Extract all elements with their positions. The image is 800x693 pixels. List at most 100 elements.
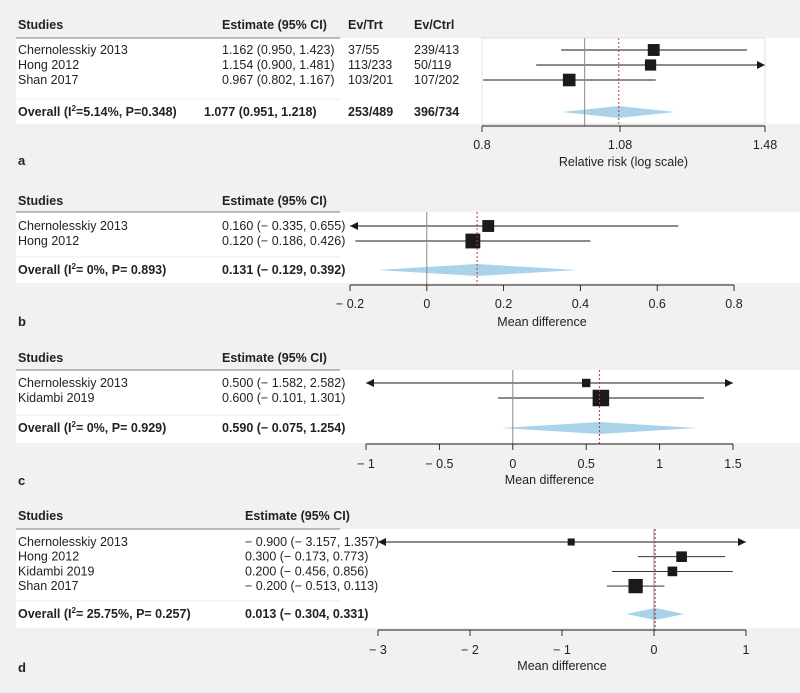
x-tick-label: − 2 <box>461 643 479 657</box>
forest-panel-b: Studies Estimate (95% CI) Chernolesskiy 20… <box>16 194 800 329</box>
x-tick-label: 0 <box>651 643 658 657</box>
x-tick-label: 1 <box>743 643 750 657</box>
overall-label: Overall (I2=5.14%, P=0.348) <box>18 104 177 119</box>
study-estimate: 0.967 (0.802, 1.167) <box>222 73 335 87</box>
overall-label: Overall (I2= 0%, P= 0.929) <box>18 420 166 435</box>
forest-plot-panels: Studies Estimate (95% CI) Ev/Trt Ev/Ctrl Che… <box>16 18 800 675</box>
forest-panel-a: Studies Estimate (95% CI) Ev/Trt Ev/Ctrl Che… <box>16 18 800 169</box>
x-tick-label: − 0.2 <box>336 297 364 311</box>
study-estimate: 0.200 (− 0.456, 0.856) <box>245 564 368 578</box>
x-axis-label: Mean difference <box>505 473 594 487</box>
overall-events: 253/489 <box>348 105 393 119</box>
x-axis-label: Mean difference <box>517 659 606 673</box>
ci-arrow-left <box>378 538 386 546</box>
study-name: Chernolesskiy 2013 <box>18 535 128 549</box>
column-header: Studies <box>18 18 63 32</box>
ci-arrow-right <box>738 538 746 546</box>
study-point <box>647 44 660 56</box>
study-events: 107/202 <box>414 73 459 87</box>
study-name: Hong 2012 <box>18 550 79 564</box>
study-point <box>676 551 687 563</box>
study-events: 103/201 <box>348 73 393 87</box>
study-point <box>562 73 576 87</box>
study-point <box>592 389 610 407</box>
study-name: Shan 2017 <box>18 579 79 593</box>
study-name: Chernolesskiy 2013 <box>18 43 128 57</box>
x-tick-label: 0 <box>423 297 430 311</box>
column-header: Estimate (95% CI) <box>222 194 327 208</box>
column-header: Studies <box>18 509 63 523</box>
x-axis-label: Relative risk (log scale) <box>559 155 688 169</box>
overall-label: Overall (I2= 25.75%, P= 0.257) <box>18 606 191 621</box>
study-name: Chernolesskiy 2013 <box>18 376 128 390</box>
x-tick-label: − 1 <box>357 457 375 471</box>
x-tick-label: 0.5 <box>578 457 595 471</box>
panel-band <box>16 38 800 124</box>
study-events: 113/233 <box>348 58 392 72</box>
panel-band <box>16 370 800 443</box>
study-events: 37/55 <box>348 43 379 57</box>
study-point <box>465 233 481 249</box>
x-tick-label: − 1 <box>553 643 571 657</box>
overall-estimate: 0.131 (− 0.129, 0.392) <box>222 263 345 277</box>
ci-arrow-left <box>350 222 358 230</box>
x-tick-label: 0.8 <box>473 138 490 152</box>
study-estimate: 0.120 (− 0.186, 0.426) <box>222 234 345 248</box>
forest-panel-c: Studies Estimate (95% CI) Chernolesskiy 20… <box>16 351 800 488</box>
column-header: Estimate (95% CI) <box>245 509 350 523</box>
overall-estimate: 1.077 (0.951, 1.218) <box>204 105 317 119</box>
x-tick-label: 0.8 <box>725 297 742 311</box>
study-name: Kidambi 2019 <box>18 391 94 405</box>
study-point <box>628 578 643 594</box>
study-estimate: − 0.200 (− 0.513, 0.113) <box>245 579 378 593</box>
study-estimate: − 0.900 (− 3.157, 1.357) <box>245 535 379 549</box>
study-estimate: 1.154 (0.900, 1.481) <box>222 58 335 72</box>
ci-arrow-left <box>366 379 374 387</box>
x-tick-label: − 3 <box>369 643 387 657</box>
study-point <box>582 378 591 388</box>
column-header: Estimate (95% CI) <box>222 351 327 365</box>
x-tick-label: 0.2 <box>495 297 512 311</box>
x-tick-label: 0.4 <box>572 297 589 311</box>
x-tick-label: − 0.5 <box>425 457 453 471</box>
study-events: 239/413 <box>414 43 459 57</box>
study-events: 50/119 <box>414 58 451 72</box>
study-estimate: 0.600 (− 0.101, 1.301) <box>222 391 345 405</box>
overall-estimate: 0.590 (− 0.075, 1.254) <box>222 421 345 435</box>
study-name: Hong 2012 <box>18 58 79 72</box>
column-header: Studies <box>18 351 63 365</box>
x-axis-label: Mean difference <box>497 315 586 329</box>
study-point <box>482 220 495 232</box>
panel-letter: c <box>18 473 25 488</box>
study-point <box>667 566 678 577</box>
x-tick-label: 1.08 <box>608 138 632 152</box>
study-point <box>567 538 575 546</box>
column-header: Ev/Ctrl <box>414 18 454 32</box>
panel-letter: b <box>18 314 26 329</box>
study-name: Kidambi 2019 <box>18 564 94 578</box>
x-tick-label: 0.6 <box>649 297 666 311</box>
study-estimate: 0.300 (− 0.173, 0.773) <box>245 550 368 564</box>
x-tick-label: 1 <box>656 457 663 471</box>
plot-frame <box>481 37 766 125</box>
ci-arrow-right <box>757 61 765 69</box>
study-estimate: 1.162 (0.950, 1.423) <box>222 43 335 57</box>
column-header: Estimate (95% CI) <box>222 18 327 32</box>
forest-panel-d: Studies Estimate (95% CI) Chernolesskiy 20… <box>16 509 800 675</box>
overall-estimate: 0.013 (− 0.304, 0.331) <box>245 607 368 621</box>
x-tick-label: 1.48 <box>753 138 777 152</box>
panel-letter: d <box>18 660 26 675</box>
x-tick-label: 0 <box>509 457 516 471</box>
study-estimate: 0.500 (− 1.582, 2.582) <box>222 376 345 390</box>
overall-label: Overall (I2= 0%, P= 0.893) <box>18 262 166 277</box>
panel-letter: a <box>18 153 26 168</box>
ci-arrow-right <box>725 379 733 387</box>
study-name: Shan 2017 <box>18 73 79 87</box>
x-tick-label: 1.5 <box>724 457 741 471</box>
study-point <box>644 59 657 71</box>
study-estimate: 0.160 (− 0.335, 0.655) <box>222 219 345 233</box>
study-name: Hong 2012 <box>18 234 79 248</box>
column-header: Studies <box>18 194 63 208</box>
overall-events: 396/734 <box>414 105 459 119</box>
